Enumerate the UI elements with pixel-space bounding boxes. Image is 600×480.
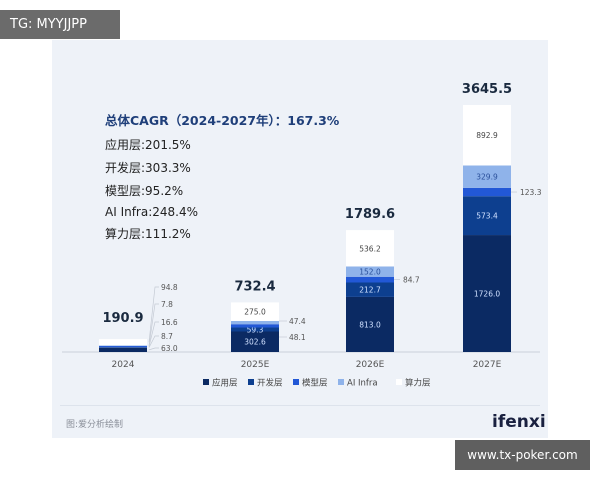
data-label: 275.0 — [244, 308, 266, 317]
bar-segment — [231, 327, 279, 332]
bar-segment — [99, 347, 147, 352]
cagr-item: 开发层:303.3% — [105, 161, 191, 175]
cagr-item: 算力层:111.2% — [105, 227, 191, 241]
data-label: 329.9 — [476, 173, 498, 182]
x-tick-label: 2025E — [241, 360, 270, 370]
bar-segment — [463, 165, 511, 188]
legend-swatch — [203, 379, 209, 385]
bar-segment — [463, 187, 511, 197]
bar-segment — [231, 321, 279, 325]
bar-segment — [346, 282, 394, 297]
label-leader — [148, 286, 159, 343]
total-label: 1789.6 — [345, 207, 395, 222]
legend-label: AI Infra — [347, 379, 378, 389]
data-label: 7.8 — [161, 300, 173, 309]
legend-swatch — [338, 379, 344, 385]
ifenxi-logo: ifenxi — [492, 412, 546, 432]
source-note: 图:爱分析绘制 — [66, 420, 124, 430]
legend-label: 模型层 — [302, 378, 328, 389]
data-label: 47.4 — [289, 317, 306, 326]
bar-segment — [99, 346, 147, 348]
bar-segment — [231, 302, 279, 322]
data-label: 212.7 — [359, 286, 381, 295]
data-label: 813.0 — [359, 320, 381, 329]
bar-segment — [346, 230, 394, 267]
bar-segment — [346, 296, 394, 352]
data-label: 63.0 — [161, 344, 178, 353]
data-label: 152.0 — [359, 268, 381, 277]
legend-swatch — [248, 379, 254, 385]
watermark-bottom-right: www.tx-poker.com — [455, 440, 590, 470]
bar-segment — [99, 339, 147, 346]
bar-segment — [346, 276, 394, 283]
label-leader — [148, 335, 159, 348]
cagr-summary: 总体CAGR（2024-2027年）：167.3% 应用层:201.5% 开发层… — [105, 110, 339, 248]
total-label: 3645.5 — [462, 82, 512, 97]
data-label: 59.3 — [247, 325, 264, 334]
total-label: 732.4 — [234, 279, 275, 294]
data-label: 48.1 — [289, 333, 306, 342]
data-label: 123.3 — [520, 188, 542, 197]
data-label: 1726.0 — [474, 290, 500, 299]
legend-swatch — [293, 379, 299, 385]
x-tick-label: 2024 — [112, 360, 135, 370]
data-label: 536.2 — [359, 244, 381, 253]
x-tick-label: 2027E — [473, 360, 502, 370]
bar-segment — [99, 347, 147, 348]
cagr-item: AI Infra:248.4% — [105, 205, 199, 219]
data-label: 892.9 — [476, 131, 498, 140]
legend-label: 应用层 — [212, 378, 238, 389]
cagr-item: 应用层:201.5% — [105, 138, 191, 152]
data-label: 302.6 — [244, 338, 266, 347]
legend-label: 开发层 — [257, 378, 283, 389]
bar-segment — [463, 105, 511, 166]
legend-label: 算力层 — [405, 378, 431, 389]
bar-segment — [463, 196, 511, 236]
total-label: 190.9 — [102, 311, 143, 326]
data-label: 84.7 — [403, 276, 420, 285]
cagr-item: 模型层:95.2% — [105, 184, 184, 198]
bar-segment — [231, 324, 279, 328]
watermark-top-left: TG: MYYJJPP — [0, 10, 120, 39]
bar-segment — [463, 235, 511, 352]
footer-divider — [60, 405, 540, 406]
legend-swatch — [396, 379, 402, 385]
x-tick-label: 2026E — [356, 360, 385, 370]
bar-segment — [231, 331, 279, 352]
bar-segment — [99, 345, 147, 347]
label-leader — [148, 303, 159, 346]
data-label: 94.8 — [161, 283, 178, 292]
label-leader — [148, 347, 159, 351]
data-label: 8.7 — [161, 332, 173, 341]
data-label: 16.6 — [161, 318, 178, 327]
label-leader — [148, 321, 159, 347]
cagr-title: 总体CAGR（2024-2027年）：167.3% — [105, 113, 340, 128]
bar-segment — [346, 266, 394, 277]
data-label: 573.4 — [476, 212, 498, 221]
